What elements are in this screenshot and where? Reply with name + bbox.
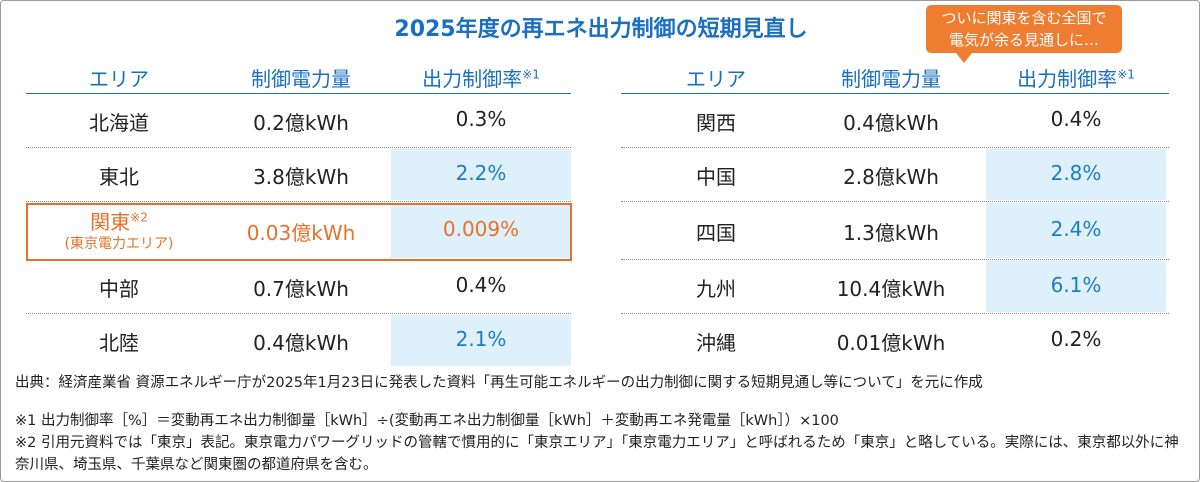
amount-cell: 0.03億kWh	[246, 221, 356, 245]
highlight-cell	[986, 149, 1166, 200]
rate-cell: 0.009%	[442, 217, 520, 241]
row-divider	[621, 147, 1169, 148]
area-cell: 中部	[99, 273, 139, 302]
header-rule	[621, 93, 1169, 94]
rate-cell: 0.4%	[455, 273, 507, 297]
area-cell: 沖縄	[696, 327, 736, 356]
amount-cell: 1.3億kWh	[843, 221, 939, 245]
callout-line: 電気が余る見通しに…	[948, 31, 1099, 49]
area-sub: (東京電力エリア)	[64, 236, 174, 252]
source-note: 出典：経済産業省 資源エネルギー庁が2025年1月23日に発表した資料「再生可能…	[15, 375, 983, 391]
area-cell: 関東※2 (東京電力エリア)	[65, 206, 174, 253]
rate-cell: 2.8%	[1050, 161, 1102, 185]
area-cell: 中国	[696, 161, 736, 190]
area-cell: 北陸	[99, 327, 139, 356]
amount-cell: 0.4億kWh	[253, 331, 349, 355]
area-cell: 九州	[696, 273, 736, 302]
row-divider	[621, 313, 1169, 314]
amount-cell: 0.2億kWh	[253, 111, 349, 135]
area-cell: 北海道	[89, 107, 149, 136]
area-name: 東北	[99, 165, 139, 189]
area-name: 関東	[90, 210, 131, 234]
area-name: 北陸	[99, 331, 139, 355]
area-name: 九州	[696, 277, 736, 301]
column-header: エリア	[89, 63, 149, 92]
column-header: エリア	[686, 63, 746, 92]
highlight-cell	[391, 203, 571, 258]
rate-cell: 0.2%	[1050, 327, 1102, 351]
amount-cell: 0.4億kWh	[843, 111, 939, 135]
area-name: 沖縄	[696, 331, 736, 355]
header-text: エリア	[686, 67, 746, 91]
column-header: 制御電力量	[251, 63, 351, 92]
title: 2025年度の再エネ出力制御の短期見直し	[394, 17, 808, 42]
rate-cell: 2.1%	[455, 327, 507, 351]
rate-cell: 0.3%	[455, 107, 507, 131]
rate-cell: 6.1%	[1050, 273, 1102, 297]
header-note: ※1	[522, 67, 540, 82]
column-header: 出力制御率※1	[422, 63, 540, 92]
callout-line: ついに関東を含む全国で	[941, 9, 1107, 27]
amount-cell: 0.01億kWh	[836, 331, 946, 355]
highlight-cell	[391, 149, 571, 200]
area-note: ※2	[130, 210, 148, 225]
amount-cell: 3.8億kWh	[253, 165, 349, 189]
area-cell: 東北	[99, 161, 139, 190]
row-divider	[26, 313, 571, 314]
header-text: 制御電力量	[841, 67, 941, 91]
area-cell: 四国	[696, 217, 736, 246]
header-text: エリア	[89, 67, 149, 91]
highlight-cell	[986, 261, 1166, 312]
amount-cell: 0.7億kWh	[253, 277, 349, 301]
area-cell: 関西	[696, 107, 736, 136]
row-divider	[621, 259, 1169, 260]
amount-cell: 10.4億kWh	[836, 277, 946, 301]
row-divider	[26, 147, 571, 148]
rate-cell: 2.4%	[1050, 217, 1102, 241]
emphasis-box	[26, 203, 572, 261]
footnote: ※2 引用元資料では「東京」表記。東京電力パワーグリッドの管轄で慣用的に「東京エ…	[15, 435, 1179, 473]
row-divider	[621, 201, 1169, 202]
header-text: 制御電力量	[251, 67, 351, 91]
footnote: ※1 出力制御率［%］＝変動再エネ出力制御量［kWh］÷(変動再エネ出力制御量［…	[15, 413, 839, 429]
highlight-cell	[391, 315, 571, 366]
column-header: 制御電力量	[841, 63, 941, 92]
rate-cell: 2.2%	[455, 161, 507, 185]
header-note: ※1	[1117, 67, 1135, 82]
callout: ついに関東を含む全国で 電気が余る見通しに…	[926, 5, 1122, 63]
column-header: 出力制御率※1	[1017, 63, 1135, 92]
highlight-cell	[986, 203, 1166, 258]
header-text: 出力制御率	[1017, 67, 1118, 91]
header-rule	[26, 93, 571, 94]
rate-cell: 0.4%	[1050, 107, 1102, 131]
area-name: 四国	[696, 221, 736, 245]
area-name: 関西	[696, 111, 736, 135]
area-name: 北海道	[89, 111, 149, 135]
area-name: 中国	[696, 165, 736, 189]
header-text: 出力制御率	[422, 67, 523, 91]
row-divider	[26, 201, 571, 202]
area-name: 中部	[99, 277, 139, 301]
amount-cell: 2.8億kWh	[843, 165, 939, 189]
